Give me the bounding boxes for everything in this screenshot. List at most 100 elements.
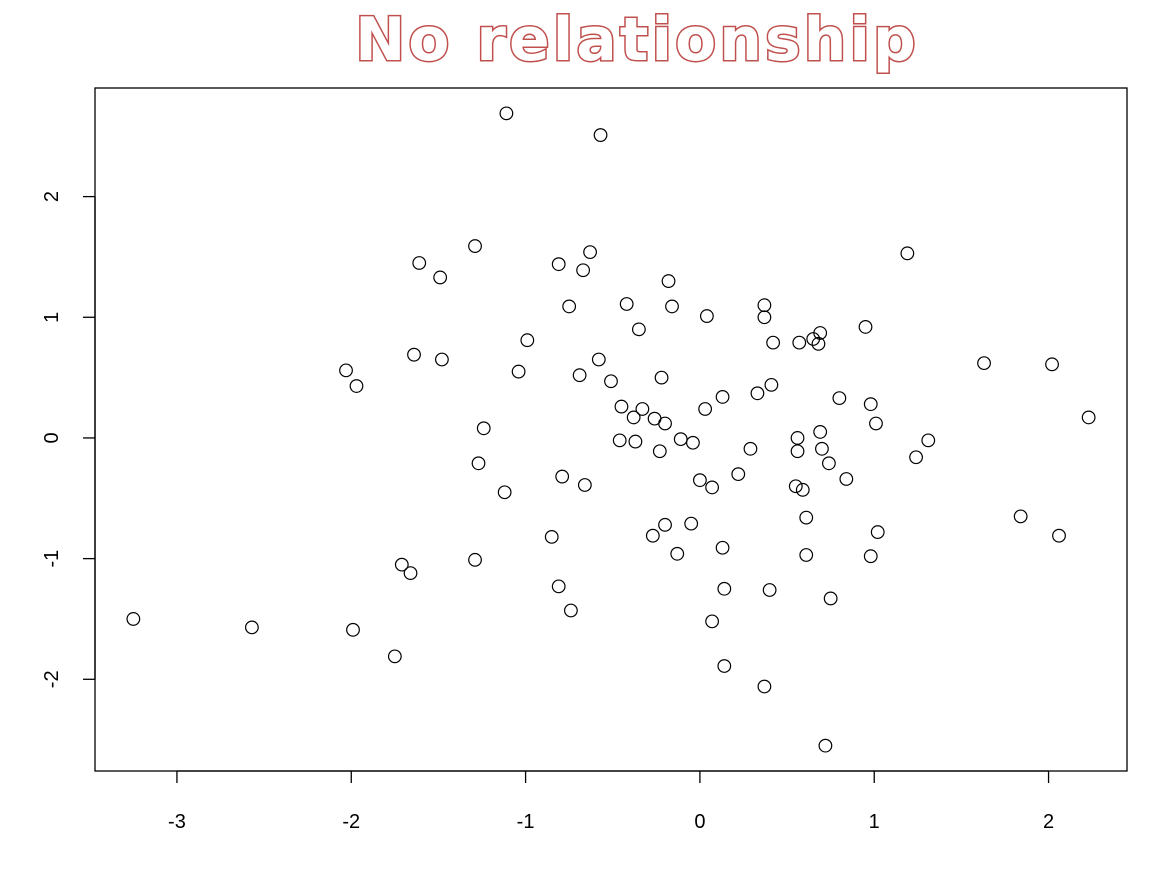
scatter-point <box>628 434 643 449</box>
y-tick-label: -1 <box>41 550 63 568</box>
x-tick-label: -1 <box>517 811 535 833</box>
scatter-point <box>1081 410 1096 425</box>
scatter-point <box>544 529 559 544</box>
scatter-point <box>823 591 838 606</box>
scatter-point <box>684 516 699 531</box>
scatter-point <box>815 441 829 456</box>
x-axis: -3 -2 -1 0 1 2 <box>168 770 1054 833</box>
scatter-point <box>731 467 746 482</box>
scatter-point <box>349 379 364 393</box>
scatter-point <box>1052 528 1066 543</box>
scatter-point <box>762 583 777 597</box>
scatter-point <box>499 106 514 121</box>
scatter-point <box>839 472 854 486</box>
scatter-point <box>631 322 646 337</box>
scatter-point <box>126 612 141 626</box>
scatter-point <box>394 557 409 572</box>
x-tick-label: 2 <box>1043 811 1054 833</box>
scatter-point <box>665 299 679 314</box>
scatter-point <box>555 469 570 484</box>
scatter-point <box>766 335 781 350</box>
scatter-point <box>1013 509 1028 524</box>
y-tick-label: 2 <box>41 191 63 202</box>
scatter-point <box>788 479 803 494</box>
scatter-point <box>743 441 758 456</box>
scatter-point <box>977 356 991 371</box>
scatter-point <box>476 421 491 436</box>
scatter-point <box>799 510 814 525</box>
scatter-point <box>346 622 360 637</box>
scatter-point <box>705 614 720 629</box>
scatter-point <box>795 482 810 497</box>
scatter-point <box>869 416 883 431</box>
x-tick-label: -3 <box>168 811 186 833</box>
scatter-point <box>832 391 847 406</box>
scatter-point <box>661 274 676 288</box>
scatter-point <box>497 485 512 500</box>
scatter-point <box>614 399 629 414</box>
y-tick-label: 1 <box>41 312 63 323</box>
scatter-point <box>652 444 667 459</box>
scatter-point <box>407 347 421 362</box>
scatter-point <box>693 473 707 488</box>
chart-title: No relationship <box>355 5 919 75</box>
scatter-point <box>564 603 578 618</box>
scatter-point <box>750 386 765 401</box>
scatter-point <box>551 579 566 594</box>
scatter-point <box>705 480 720 495</box>
scatter-point <box>698 402 713 416</box>
scatter-point <box>433 270 448 285</box>
scatter-point <box>757 310 772 325</box>
scatter-point <box>818 738 833 753</box>
scatter-point <box>511 364 526 379</box>
scatter-point <box>1045 357 1059 372</box>
scatter-point <box>909 450 923 465</box>
scatter-point <box>790 431 805 445</box>
scatter-point <box>806 332 821 346</box>
data-points <box>126 106 1096 753</box>
scatter-point <box>670 546 685 561</box>
scatter-point <box>583 245 597 260</box>
scatter-point <box>921 433 936 448</box>
scatter-point <box>811 336 826 351</box>
scatter-point <box>577 478 592 492</box>
scatter-point <box>863 549 878 564</box>
x-tick-label: 1 <box>869 811 880 833</box>
scatter-point <box>717 581 732 596</box>
y-tick-label: -2 <box>41 670 63 688</box>
y-axis: -2 -1 0 1 2 <box>41 191 96 688</box>
scatter-point <box>658 517 672 532</box>
scatter-point <box>403 566 418 580</box>
scatter-point <box>339 363 353 378</box>
scatter-point <box>870 525 885 539</box>
scatter-point <box>468 239 482 253</box>
scatter-point <box>645 528 660 543</box>
plot-frame <box>94 87 1128 772</box>
scatter-point <box>858 320 873 334</box>
scatter-point <box>715 390 730 404</box>
scatter-point <box>900 246 915 261</box>
scatter-point <box>757 679 772 694</box>
scatter-point <box>658 416 672 431</box>
scatter-point <box>799 548 814 562</box>
scatter-point <box>863 397 878 412</box>
scatter-point <box>792 335 807 350</box>
scatter-point <box>822 456 836 471</box>
scatter-point <box>593 128 608 142</box>
scatter-point <box>790 444 805 459</box>
scatter-point <box>813 425 828 439</box>
scatter-point <box>717 659 732 673</box>
scatter-point <box>591 352 606 367</box>
y-tick-label: 0 <box>41 432 63 443</box>
scatter-point <box>551 257 566 272</box>
scatter-point <box>576 263 591 278</box>
scatter-point <box>654 370 669 385</box>
scatter-point <box>686 435 700 450</box>
scatter-point <box>435 352 449 367</box>
scatter-point <box>715 540 730 555</box>
scatter-point <box>619 297 634 311</box>
scatter-point <box>412 256 427 270</box>
scatter-point <box>626 410 641 425</box>
scatter-point <box>699 309 714 323</box>
